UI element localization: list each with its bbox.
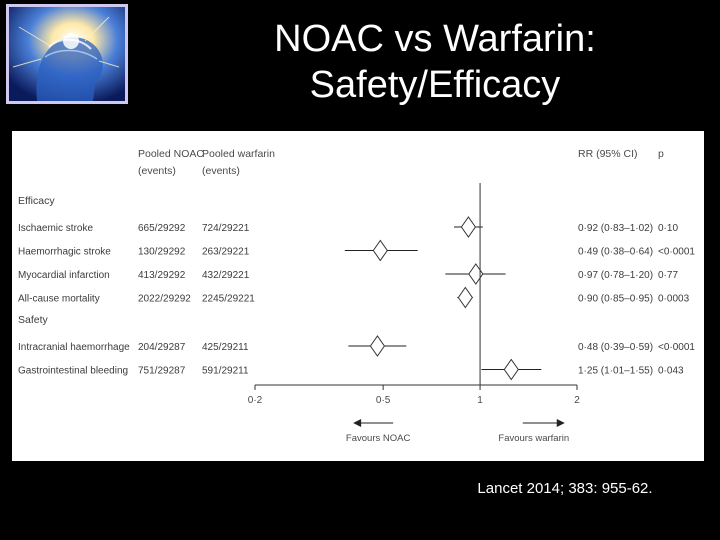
- row-warfarin-events: 432/29221: [202, 270, 250, 281]
- header-noac-line-2: (events): [138, 165, 176, 177]
- rr-diamond: [503, 358, 519, 381]
- row-label: All-cause mortality: [18, 294, 100, 305]
- x-tick-label: 2: [574, 395, 580, 406]
- row-warfarin-events: 263/29221: [202, 247, 250, 258]
- favours-warfarin-label: Favours warfarin: [498, 433, 569, 444]
- row-rr-ci: 1·25 (1·01–1·55): [578, 366, 653, 377]
- row-label: Myocardial infarction: [18, 270, 110, 281]
- row-p-value: 0·10: [658, 223, 678, 234]
- rr-diamond: [460, 216, 477, 238]
- row-rr-ci: 0·97 (0·78–1·20): [578, 270, 653, 281]
- row-p-value: <0·0001: [658, 247, 695, 258]
- group-label: Safety: [18, 314, 49, 326]
- x-tick-label: 1: [477, 395, 483, 406]
- row-p-value: 0·77: [658, 270, 678, 281]
- group-label: Efficacy: [18, 195, 55, 207]
- row-label: Ischaemic stroke: [18, 223, 93, 234]
- row-warfarin-events: 591/29211: [202, 366, 249, 377]
- brain-illustration-frame: [6, 4, 128, 104]
- row-p-value: <0·0001: [658, 342, 695, 353]
- row-label: Haemorrhagic stroke: [18, 247, 111, 258]
- row-label: Intracranial haemorrhage: [18, 342, 130, 353]
- row-noac-events: 751/29287: [138, 366, 186, 377]
- row-rr-ci: 0·49 (0·38–0·64): [578, 247, 653, 258]
- x-tick-label: 0·2: [248, 395, 263, 406]
- row-label: Gastrointestinal bleeding: [18, 366, 128, 377]
- header-noac-line-1: Pooled NOAC: [138, 148, 204, 160]
- row-p-value: 0·043: [658, 366, 684, 377]
- x-tick-label: 0·5: [376, 395, 391, 406]
- header-rr: RR (95% CI): [578, 148, 638, 160]
- row-rr-ci: 0·90 (0·85–0·95): [578, 294, 653, 305]
- favours-noac-arrowhead: [353, 419, 362, 427]
- slide-title-line-1: NOAC vs Warfarin:: [274, 18, 596, 60]
- rr-diamond: [468, 263, 484, 285]
- favours-noac-label: Favours NOAC: [346, 433, 411, 444]
- header-p: p: [658, 148, 664, 160]
- rr-diamond: [372, 239, 388, 262]
- row-warfarin-events: 2245/29221: [202, 294, 255, 305]
- slide-title: NOAC vs Warfarin: Safety/Efficacy: [170, 16, 700, 108]
- row-noac-events: 2022/29292: [138, 294, 191, 305]
- row-p-value: 0·0003: [658, 294, 690, 305]
- forest-plot-panel: Pooled NOAC (events) Pooled warfarin (ev…: [12, 131, 704, 461]
- row-noac-events: 413/29292: [138, 270, 186, 281]
- glowing-brain-head-icon: [9, 7, 125, 101]
- forest-plot: Pooled NOAC (events) Pooled warfarin (ev…: [18, 148, 695, 444]
- row-rr-ci: 0·92 (0·83–1·02): [578, 223, 653, 234]
- rr-diamond: [369, 335, 386, 357]
- row-warfarin-events: 724/29221: [202, 223, 250, 234]
- citation: Lancet 2014; 383: 955-62.: [477, 480, 653, 497]
- row-warfarin-events: 425/29211: [202, 342, 249, 353]
- row-noac-events: 665/29292: [138, 223, 186, 234]
- row-noac-events: 204/29287: [138, 342, 186, 353]
- row-rr-ci: 0·48 (0·39–0·59): [578, 342, 653, 353]
- slide-title-line-2: Safety/Efficacy: [309, 64, 561, 106]
- row-noac-events: 130/29292: [138, 247, 186, 258]
- header-warfarin-line-2: (events): [202, 165, 240, 177]
- header-warfarin-line-1: Pooled warfarin: [202, 148, 275, 160]
- rr-diamond: [457, 286, 473, 309]
- favours-warfarin-arrowhead: [556, 419, 565, 427]
